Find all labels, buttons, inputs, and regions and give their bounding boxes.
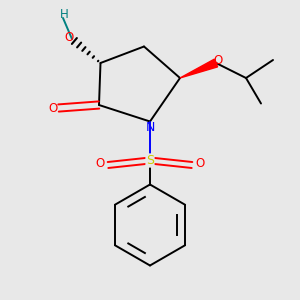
- Text: O: O: [48, 101, 57, 115]
- Text: O: O: [96, 157, 105, 170]
- Text: O: O: [64, 31, 74, 44]
- Text: N: N: [145, 121, 155, 134]
- Text: O: O: [213, 54, 222, 67]
- Polygon shape: [180, 59, 218, 78]
- Text: H: H: [60, 8, 69, 22]
- Text: S: S: [146, 154, 154, 167]
- Text: O: O: [195, 157, 204, 170]
